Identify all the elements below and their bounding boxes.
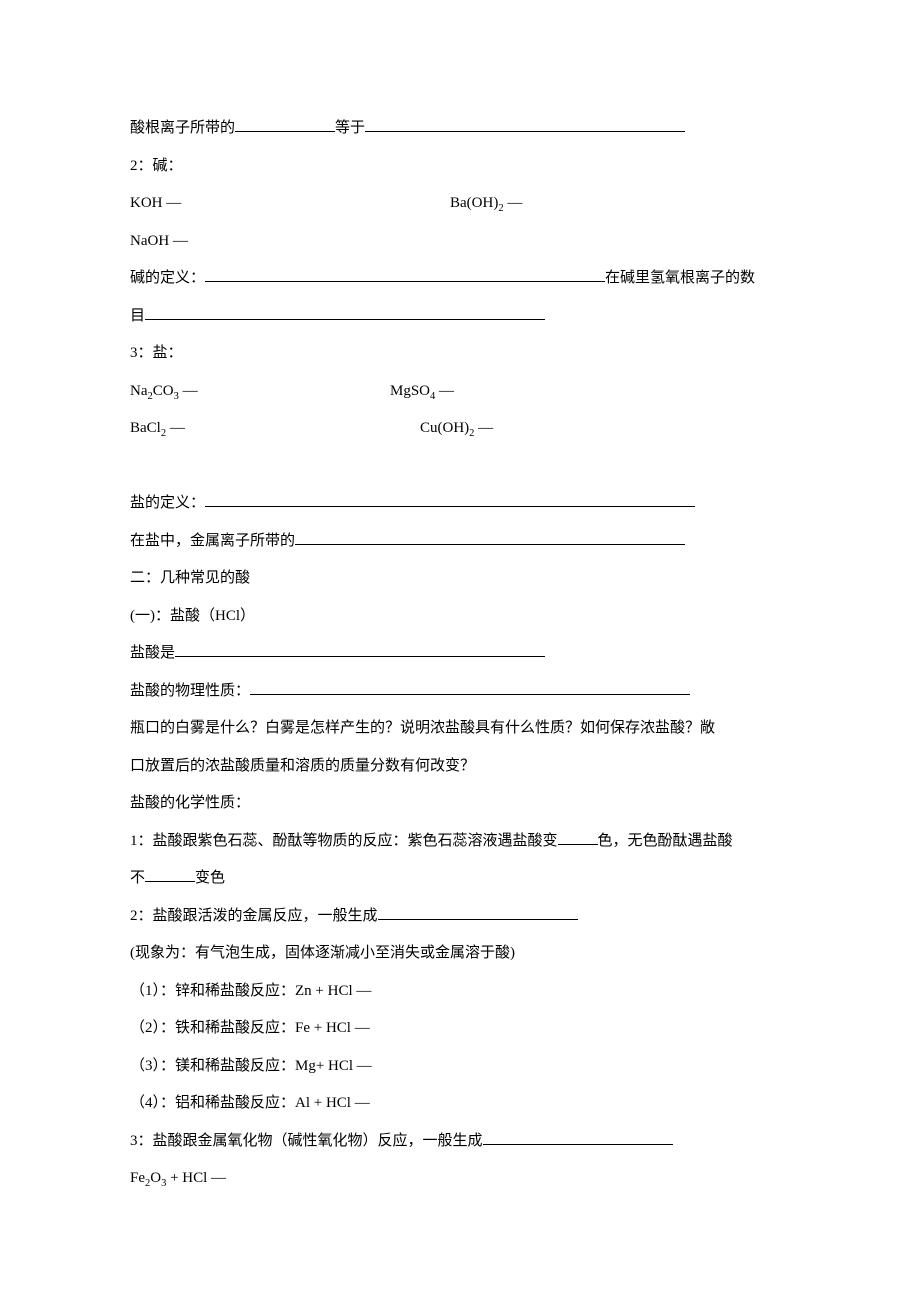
blank <box>175 641 545 658</box>
blank <box>378 903 578 920</box>
spacer <box>130 448 790 486</box>
line-hcl-physical: 盐酸的物理性质： <box>130 673 790 711</box>
line-metal-oxide: 3：盐酸跟金属氧化物（碱性氧化物）反应，一般生成 <box>130 1123 790 1161</box>
text: 碱的定义： <box>130 270 205 286</box>
text: (一)：盐酸（HCl） <box>130 608 255 624</box>
text: （2）：铁和稀盐酸反应：Fe + HCl — <box>130 1020 370 1036</box>
blank <box>558 828 598 845</box>
line-fe-hcl: （2）：铁和稀盐酸反应：Fe + HCl — <box>130 1010 790 1048</box>
heading-salt: 3：盐： <box>130 335 790 373</box>
row-koh-baoh2: KOH — Ba(OH)2 — <box>130 185 790 223</box>
blank <box>250 678 690 695</box>
text: Cu(OH)2 — <box>420 410 493 448</box>
text: Na2CO3 — <box>130 373 390 411</box>
line-indicator-2: 不 变色 <box>130 860 790 898</box>
blank <box>295 528 685 545</box>
text: 不 <box>130 870 145 886</box>
text: 瓶口的白雾是什么？白雾是怎样产生的？说明浓盐酸具有什么性质？如何保存浓盐酸？敞 <box>130 720 715 736</box>
blank <box>235 116 335 133</box>
text: 变色 <box>195 870 225 886</box>
text: MgSO4 — <box>390 373 454 411</box>
text: Ba(OH)2 — <box>450 185 522 223</box>
text: 盐酸的化学性质： <box>130 795 250 811</box>
row-bacl2-cuoh2: BaCl2 — Cu(OH)2 — <box>130 410 790 448</box>
heading-common-acids: 二：几种常见的酸 <box>130 560 790 598</box>
line-acid-radical: 酸根离子所带的 等于 <box>130 110 790 148</box>
text: 盐的定义： <box>130 495 205 511</box>
blank <box>483 1128 673 1145</box>
line-hcl-is: 盐酸是 <box>130 635 790 673</box>
text: 口放置后的浓盐酸质量和溶质的质量分数有何改变？ <box>130 758 475 774</box>
text: （1）：锌和稀盐酸反应：Zn + HCl — <box>130 983 371 999</box>
blank <box>145 303 545 320</box>
text: 目 <box>130 308 145 324</box>
line-white-mist-1: 瓶口的白雾是什么？白雾是怎样产生的？说明浓盐酸具有什么性质？如何保存浓盐酸？敞 <box>130 710 790 748</box>
text: NaOH — <box>130 233 188 249</box>
text: 1：盐酸跟紫色石蕊、酚酞等物质的反应：紫色石蕊溶液遇盐酸变 <box>130 833 558 849</box>
line-phenomenon: (现象为：有气泡生成，固体逐渐减小至消失或金属溶于酸) <box>130 935 790 973</box>
text: 酸根离子所带的 <box>130 120 235 136</box>
line-mg-hcl: （3）：镁和稀盐酸反应：Mg+ HCl — <box>130 1048 790 1086</box>
blank <box>205 491 695 508</box>
heading-hcl-chemical: 盐酸的化学性质： <box>130 785 790 823</box>
line-base-def: 碱的定义： 在碱里氢氧根离子的数 <box>130 260 790 298</box>
text: （3）：镁和稀盐酸反应：Mg+ HCl — <box>130 1058 372 1074</box>
line-base-def-2: 目 <box>130 298 790 336</box>
line-metal-reaction: 2：盐酸跟活泼的金属反应，一般生成 <box>130 898 790 936</box>
line-zn-hcl: （1）：锌和稀盐酸反应：Zn + HCl — <box>130 973 790 1011</box>
heading-hcl: (一)：盐酸（HCl） <box>130 598 790 636</box>
blank <box>365 116 685 133</box>
text: 盐酸是 <box>130 645 175 661</box>
line-salt-def: 盐的定义： <box>130 485 790 523</box>
heading-base: 2：碱： <box>130 148 790 186</box>
text: 2：碱： <box>130 158 183 174</box>
text: 2：盐酸跟活泼的金属反应，一般生成 <box>130 908 378 924</box>
text: （4）：铝和稀盐酸反应：Al + HCl — <box>130 1095 370 1111</box>
text: 二：几种常见的酸 <box>130 570 250 586</box>
text: 等于 <box>335 120 365 136</box>
text: 3：盐酸跟金属氧化物（碱性氧化物）反应，一般生成 <box>130 1133 483 1149</box>
text: BaCl2 — <box>130 410 420 448</box>
blank <box>205 266 605 283</box>
line-salt-metal-ion: 在盐中，金属离子所带的 <box>130 523 790 561</box>
line-al-hcl: （4）：铝和稀盐酸反应：Al + HCl — <box>130 1085 790 1123</box>
row-naoh: NaOH — <box>130 223 790 261</box>
text: 在盐中，金属离子所带的 <box>130 533 295 549</box>
row-na2co3-mgso4: Na2CO3 — MgSO4 — <box>130 373 790 411</box>
line-indicator: 1：盐酸跟紫色石蕊、酚酞等物质的反应：紫色石蕊溶液遇盐酸变 色，无色酚酞遇盐酸 <box>130 823 790 861</box>
text: 色，无色酚酞遇盐酸 <box>598 833 733 849</box>
text: Fe2O3 + HCl — <box>130 1170 226 1186</box>
blank <box>145 866 195 883</box>
text: 在碱里氢氧根离子的数 <box>605 270 755 286</box>
text: (现象为：有气泡生成，固体逐渐减小至消失或金属溶于酸) <box>130 945 515 961</box>
line-white-mist-2: 口放置后的浓盐酸质量和溶质的质量分数有何改变？ <box>130 748 790 786</box>
text: 盐酸的物理性质： <box>130 683 250 699</box>
text: 3：盐： <box>130 345 183 361</box>
line-fe2o3-hcl: Fe2O3 + HCl — <box>130 1160 790 1198</box>
text: KOH — <box>130 185 450 223</box>
